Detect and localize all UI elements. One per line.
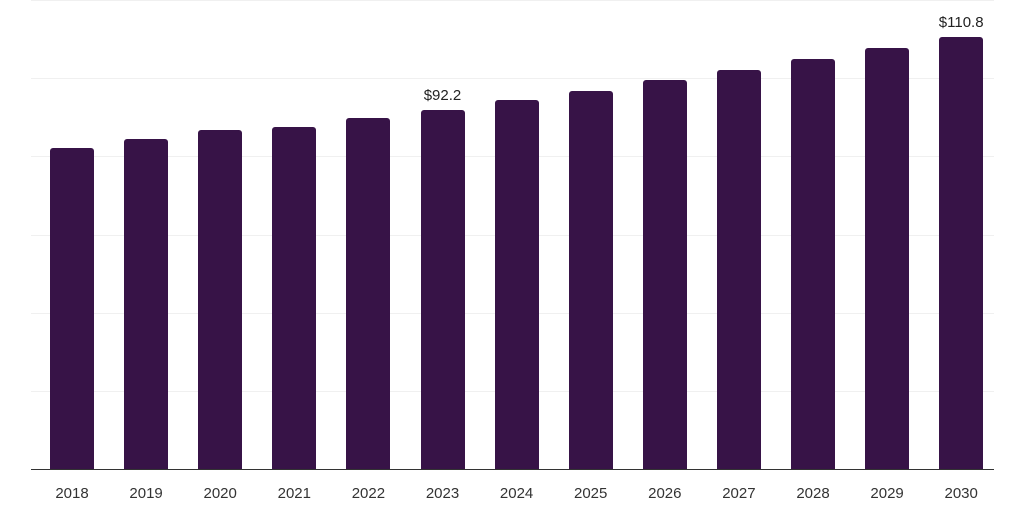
x-tick-label: 2023 bbox=[425, 485, 460, 502]
x-tick-label: 2022 bbox=[351, 485, 386, 502]
x-tick-label: 2020 bbox=[203, 485, 237, 502]
data-label: $110.8 bbox=[938, 13, 984, 31]
bar-2026[interactable] bbox=[642, 80, 687, 470]
bar-2024[interactable] bbox=[494, 100, 539, 470]
bar-2027[interactable] bbox=[716, 70, 761, 470]
bar-2023[interactable] bbox=[420, 109, 465, 470]
x-tick-label: 2029 bbox=[870, 485, 904, 502]
bar-2020[interactable] bbox=[198, 129, 243, 470]
data-label: $92.2 bbox=[423, 86, 462, 104]
plot-area bbox=[31, 0, 994, 470]
bar-2030[interactable] bbox=[939, 36, 984, 470]
x-tick-label: 2018 bbox=[55, 485, 89, 502]
x-tick-label: 2025 bbox=[574, 485, 608, 502]
bar-2019[interactable] bbox=[124, 138, 169, 470]
bar-2025[interactable] bbox=[568, 91, 613, 470]
x-tick-label: 2021 bbox=[277, 485, 311, 502]
gridline bbox=[31, 78, 994, 80]
x-tick-label: 2024 bbox=[499, 485, 534, 502]
x-tick-label: 2027 bbox=[722, 485, 756, 502]
bar-2022[interactable] bbox=[346, 118, 391, 470]
x-tick-label: 2019 bbox=[129, 485, 163, 502]
x-axis-line bbox=[31, 469, 994, 470]
x-tick-label: 2026 bbox=[648, 485, 682, 502]
bar-2028[interactable] bbox=[791, 59, 835, 470]
gridline bbox=[31, 0, 994, 1]
bar-2018[interactable] bbox=[50, 148, 94, 470]
bar-2021[interactable] bbox=[272, 127, 317, 470]
bar-2029[interactable] bbox=[865, 48, 910, 470]
x-tick-label: 2030 bbox=[944, 485, 978, 502]
x-tick-label: 2028 bbox=[796, 485, 830, 502]
